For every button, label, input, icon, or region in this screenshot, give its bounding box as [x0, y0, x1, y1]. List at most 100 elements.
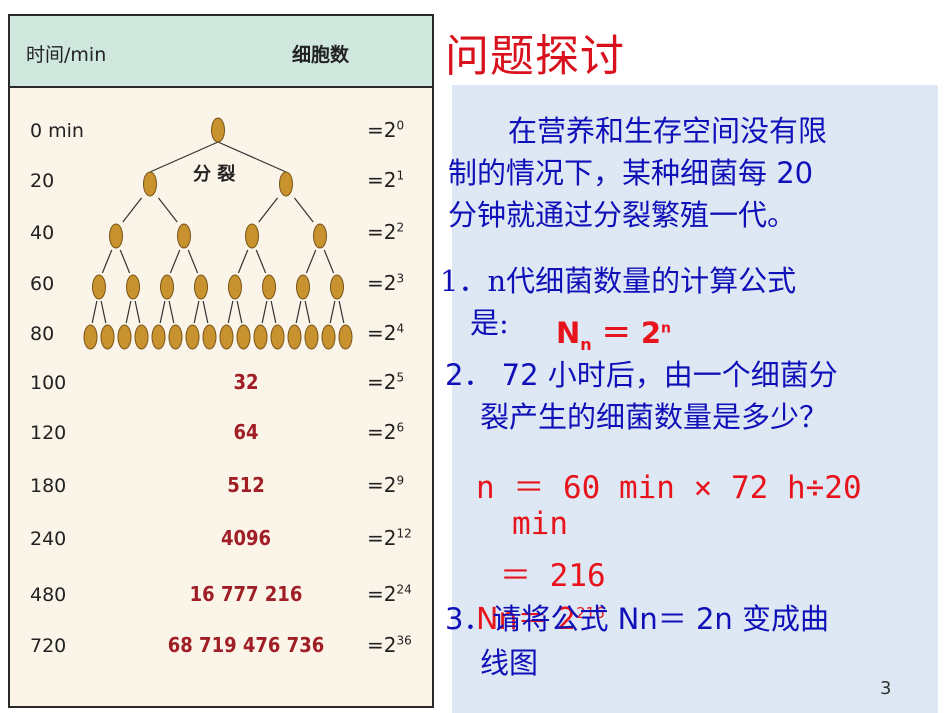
row-power: =212 — [367, 526, 412, 550]
row-time: 100 — [30, 372, 67, 394]
bacterium-cell — [160, 274, 174, 300]
bacteria-table — [8, 14, 434, 708]
intro-line-1: 在营养和生存空间没有限 — [508, 114, 828, 148]
division-line — [261, 300, 268, 324]
table-header: 时间/min 细胞数 — [10, 16, 432, 88]
header-cell-count: 细胞数 — [292, 44, 350, 66]
division-line — [270, 300, 277, 324]
bacterium-cell — [270, 324, 285, 350]
page-title: 问题探讨 — [445, 31, 625, 82]
row-count: 68 719 476 736 — [167, 633, 325, 657]
bacterium-cell — [253, 324, 268, 350]
question-1-line-1: 1．n代细菌数量的计算公式 — [440, 264, 797, 298]
page-number: 3 — [880, 678, 892, 699]
intro-line-3: 分钟就通过分裂繁殖一代。 — [448, 198, 797, 232]
division-line — [305, 249, 317, 274]
division-line — [202, 300, 209, 324]
question-3-line-2: 线图 — [480, 646, 539, 680]
division-line — [125, 300, 132, 324]
division-line — [329, 300, 336, 324]
row-power: =25 — [367, 370, 405, 394]
bacterium-cell — [177, 223, 191, 249]
division-line — [304, 300, 311, 324]
bacterium-cell — [202, 324, 217, 350]
bacterium-cell — [330, 274, 344, 300]
row-power: =26 — [367, 420, 405, 444]
division-line — [91, 300, 98, 324]
bacterium-cell — [236, 324, 251, 350]
bacterium-cell — [287, 324, 302, 350]
row-power: =224 — [367, 582, 412, 606]
calc-line-1: n ＝ 60 min × 72 h÷20 — [476, 470, 862, 506]
division-line — [323, 249, 335, 274]
bacterium-cell — [211, 117, 225, 143]
division-line — [158, 197, 178, 223]
row-time: 40 — [30, 222, 55, 244]
bacterium-cell — [185, 324, 200, 350]
row-count: 512 — [227, 473, 265, 497]
division-line — [217, 141, 287, 173]
row-power: =236 — [367, 633, 412, 657]
division-line — [100, 300, 107, 324]
division-line — [258, 197, 278, 223]
bacterium-cell — [219, 324, 234, 350]
division-line — [119, 249, 131, 274]
row-time: 120 — [30, 422, 67, 444]
formula-nn: Nn ＝ 2n — [556, 316, 672, 354]
row-count: 4096 — [220, 526, 272, 550]
bacterium-cell — [151, 324, 166, 350]
division-line — [187, 249, 199, 274]
division-line — [227, 300, 234, 324]
bacterium-cell — [279, 171, 293, 197]
bacterium-cell — [262, 274, 276, 300]
row-power: =22 — [367, 220, 405, 244]
table-body — [10, 88, 432, 706]
row-power: =24 — [367, 321, 405, 345]
row-power: =20 — [367, 118, 405, 142]
division-line — [168, 300, 175, 324]
bacterium-cell — [83, 324, 98, 350]
bacterium-cell — [100, 324, 115, 350]
bacterium-cell — [168, 324, 183, 350]
division-line — [101, 249, 113, 274]
division-line — [295, 300, 302, 324]
bacterium-cell — [143, 171, 157, 197]
division-line — [193, 300, 200, 324]
row-count: 64 — [233, 420, 259, 444]
division-line — [149, 141, 219, 173]
division-line — [294, 197, 314, 223]
question-2-line-1: 2． 72 小时后，由一个细菌分 — [445, 358, 838, 392]
calc-line-3: ＝ 216 — [500, 558, 606, 594]
bacterium-cell — [304, 324, 319, 350]
division-line — [255, 249, 267, 274]
row-power: =21 — [367, 168, 405, 192]
division-line — [237, 249, 249, 274]
calc-line-4: Nn＝ 2216 — [476, 602, 605, 637]
row-time: 240 — [30, 528, 67, 550]
bacterium-cell — [228, 274, 242, 300]
cell-division-tree — [83, 117, 353, 350]
bacterium-cell — [296, 274, 310, 300]
question-2-line-2: 裂产生的细菌数量是多少？ — [480, 400, 829, 434]
calc-line-2: min — [512, 506, 568, 542]
bacterium-cell — [134, 324, 149, 350]
division-line — [134, 300, 141, 324]
row-time: 80 — [30, 323, 55, 345]
question-3-line-1: 3．请将公式 Nn＝ 2n 变成曲 — [445, 602, 830, 636]
division-line — [236, 300, 243, 324]
row-time: 20 — [30, 170, 55, 192]
bacterium-cell — [321, 324, 336, 350]
row-power: =23 — [367, 271, 405, 295]
bacterium-cell — [126, 274, 140, 300]
division-line — [169, 249, 181, 274]
row-time: 480 — [30, 584, 67, 606]
bacterium-cell — [92, 274, 106, 300]
bacterium-cell — [338, 324, 353, 350]
row-count: 16 777 216 — [189, 582, 303, 606]
question-1-line-2: 是: — [470, 306, 509, 340]
bacterium-cell — [194, 274, 208, 300]
division-line — [122, 197, 142, 223]
header-time: 时间/min — [26, 44, 107, 66]
intro-line-2: 制的情况下，某种细菌每 20 — [448, 156, 814, 190]
row-count: 32 — [233, 370, 259, 394]
